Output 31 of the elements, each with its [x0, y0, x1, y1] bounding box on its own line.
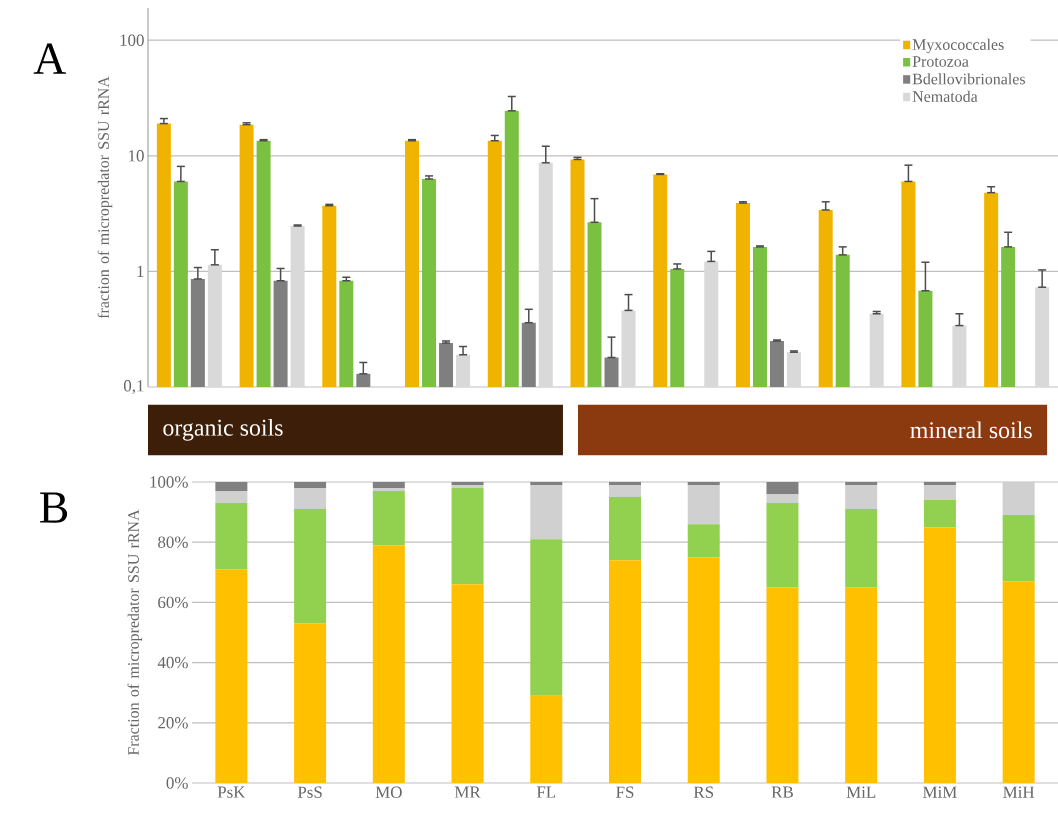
x-tick-label: FS	[616, 786, 634, 798]
x-tick-label: PsS	[297, 786, 322, 798]
x-tick-label: MR	[454, 786, 481, 798]
y-tick-label: 100	[120, 34, 144, 46]
text: A	[33, 43, 66, 74]
y-tick-label: 20%	[158, 717, 188, 729]
y-tick-label: 60%	[158, 596, 188, 609]
legend-label: Nematoda	[912, 90, 978, 102]
x-tick-label: RS	[693, 786, 714, 798]
x-tick-label: MiH	[1003, 786, 1035, 798]
y-axis-title: Fraction of micropredator SSU rRNA	[127, 509, 143, 756]
y-tick-label: 80%	[158, 536, 188, 548]
x-tick-label: MiM	[922, 786, 957, 798]
x-tick-label: RB	[771, 786, 793, 798]
y-tick-label: 1	[137, 265, 144, 277]
y-tick-label: 0%	[166, 777, 188, 789]
legend-label: Bdellovibrionales	[912, 73, 1025, 85]
x-tick-label: FL	[536, 786, 556, 798]
legend-label: Myxococcales	[912, 38, 1004, 54]
x-tick-label: MO	[375, 786, 402, 798]
y-tick-label: 100%	[150, 476, 188, 488]
x-tick-label: PsK	[217, 786, 246, 798]
y-axis-title: fraction of micropredator SSU rRNA	[97, 76, 113, 319]
x-tick-label: MiL	[846, 786, 876, 798]
y-tick-label: 10	[129, 150, 144, 162]
text: organic soils	[163, 418, 283, 441]
text: mineral soils	[910, 421, 1032, 439]
legend-label: Protozoa	[912, 56, 969, 67]
y-tick-label: 0,1	[123, 380, 144, 394]
chart-title: B	[40, 492, 68, 523]
y-tick-label: 40%	[157, 656, 188, 669]
